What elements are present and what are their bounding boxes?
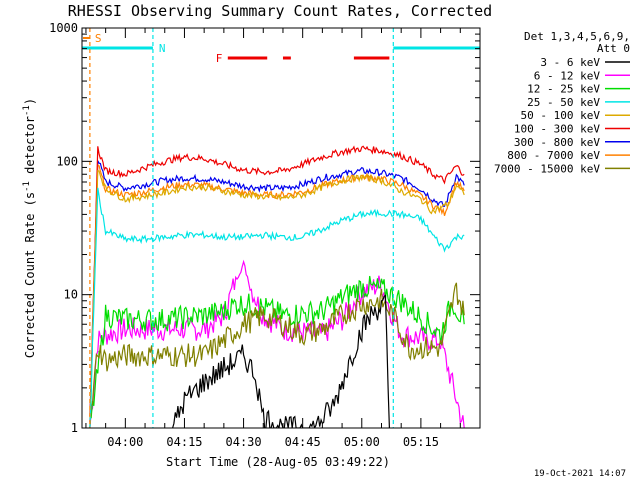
plot-frame (81, 27, 481, 429)
y-tick-label-3: 1000 (49, 21, 78, 35)
legend-entry-4: 50 - 100 keV (521, 109, 601, 122)
legend-entry-5: 100 - 300 keV (514, 123, 600, 136)
y-tick-label-2: 100 (56, 154, 78, 168)
axes: 1 10 100 1000 04:00 04:15 04:30 04:45 05:00 05:15 (49, 21, 481, 449)
chart-title: RHESSI Observing Summary Count Rates, Co… (68, 2, 492, 20)
series-line-4 (89, 169, 465, 428)
night-label: N (159, 42, 166, 55)
footer-timestamp: 19-Oct-2021 14:07 (534, 469, 626, 479)
x-tick-label-3: 04:45 (285, 435, 321, 449)
legend-entry-0: 3 - 6 keV (540, 56, 600, 69)
series-line-8 (89, 282, 465, 428)
legend-entry-7: 800 - 7000 keV (507, 149, 600, 162)
x-tick-label-1: 04:15 (166, 435, 202, 449)
y-axis-label: Corrected Count Rate (s-1 detector-1) (22, 98, 37, 358)
legend-entry-1: 6 - 12 keV (534, 69, 601, 82)
x-axis-label: Start Time (28-Aug-05 03:49:22) (166, 455, 390, 469)
legend-detectors-text: Det 1,3,4,5,6,9, (524, 30, 630, 43)
series-line-0 (172, 294, 390, 428)
y-tick-label-0: 1 (71, 421, 78, 435)
plot-area (89, 145, 465, 428)
legend-entry-2: 12 - 25 keV (527, 83, 600, 96)
x-tick-label-5: 05:15 (403, 435, 439, 449)
x-tick-label-2: 04:30 (226, 435, 262, 449)
series-line-2 (89, 275, 465, 419)
legend-entry-3: 25 - 50 keV (527, 96, 600, 109)
series-line-3 (89, 187, 465, 428)
y-tick-label-1: 10 (64, 288, 78, 302)
series-line-7 (89, 163, 465, 428)
legend-entry-6: 300 - 800 keV (514, 136, 600, 149)
series-line-6 (89, 158, 465, 423)
saa-label: S (95, 32, 102, 45)
series-line-5 (89, 145, 465, 417)
flare-label: F (216, 52, 223, 65)
observing-flags: N S F (82, 28, 480, 428)
x-tick-label-4: 05:00 (344, 435, 380, 449)
legend-attenuator-text: Att 0 (597, 42, 630, 55)
x-tick-label-0: 04:00 (107, 435, 143, 449)
legend-entry-8: 7000 - 15000 keV (494, 162, 600, 175)
